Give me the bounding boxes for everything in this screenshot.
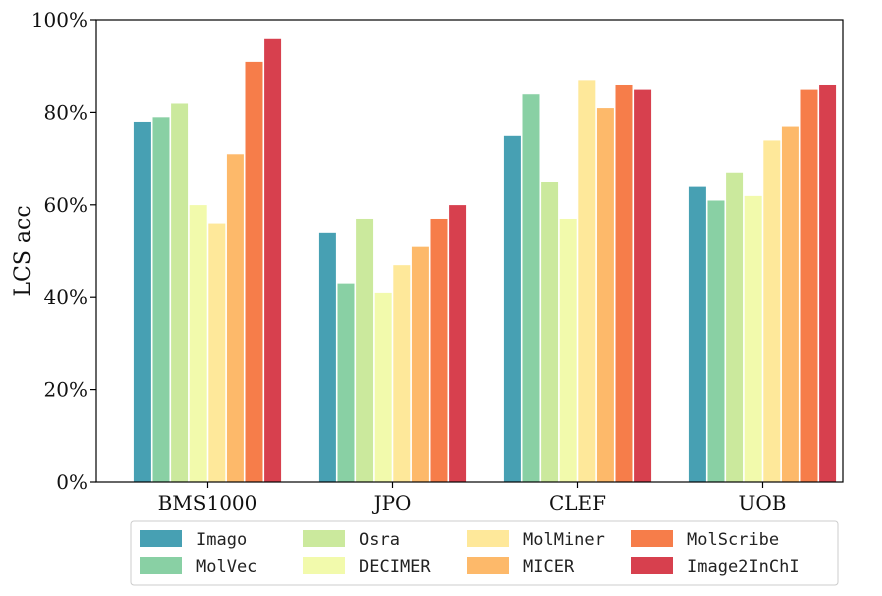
bar-imago-uob: [688, 186, 707, 483]
bar-molscribe-bms1000: [244, 61, 264, 483]
y-axis-label: LCS acc: [11, 205, 36, 296]
bars-layer: [133, 38, 837, 483]
y-tick-label: 0%: [56, 470, 88, 494]
legend-label-imago: Imago: [196, 530, 247, 550]
legend-label-molminer: MolMiner: [523, 530, 605, 550]
legend-swatch-molvec: [140, 557, 182, 574]
bar-image2inchi-clef: [633, 89, 652, 483]
bar-molminer-bms1000: [207, 222, 226, 483]
y-tick-label: 20%: [44, 378, 88, 402]
legend-label-osra: Osra: [359, 530, 400, 550]
bar-molminer-jpo: [392, 264, 411, 483]
bar-micer-bms1000: [226, 153, 245, 483]
legend-label-decimer: DECIMER: [359, 557, 431, 577]
x-tick-label-jpo: JPO: [372, 491, 412, 515]
legend-swatch-imago: [140, 530, 182, 547]
bar-molscribe-clef: [614, 84, 634, 483]
bar-molscribe-uob: [799, 89, 819, 483]
bar-decimer-clef: [559, 218, 578, 483]
bar-image2inchi-bms1000: [263, 38, 282, 483]
legend-label-image2inchi: Image2InChI: [687, 557, 800, 577]
y-axis: 0% 20% 40% 60% 80% 100%: [31, 8, 96, 494]
bar-image2inchi-jpo: [448, 204, 467, 483]
y-tick-label: 40%: [44, 285, 88, 309]
bar-imago-bms1000: [133, 121, 152, 483]
legend-label-molvec: MolVec: [196, 557, 257, 577]
legend-label-molscribe: MolScribe: [687, 530, 779, 550]
bar-molvec-uob: [706, 199, 726, 483]
bar-osra-uob: [725, 172, 744, 483]
bar-molvec-bms1000: [151, 116, 171, 483]
bar-molvec-jpo: [336, 283, 356, 483]
legend-swatch-micer: [467, 557, 509, 574]
y-tick-label: 80%: [44, 100, 88, 124]
y-tick-label: 100%: [31, 8, 88, 32]
legend-swatch-image2inchi: [631, 557, 673, 574]
legend-swatch-decimer: [303, 557, 345, 574]
bar-osra-bms1000: [170, 102, 189, 483]
bar-molscribe-jpo: [429, 218, 449, 483]
bar-molminer-clef: [577, 79, 596, 483]
x-tick-label-bms1000: BMS1000: [158, 491, 258, 515]
legend-swatch-molscribe: [631, 530, 673, 547]
bar-osra-clef: [540, 181, 559, 483]
bar-molminer-uob: [762, 139, 781, 483]
bar-decimer-uob: [744, 195, 763, 483]
bar-imago-jpo: [318, 232, 337, 483]
bar-micer-jpo: [411, 246, 430, 483]
legend-swatch-osra: [303, 530, 345, 547]
x-axis: BMS1000 JPO CLEF UOB: [158, 482, 787, 515]
legend-label-micer: MICER: [523, 557, 575, 577]
plot-frame: [95, 19, 844, 483]
legend-swatch-molminer: [467, 530, 509, 547]
bar-decimer-bms1000: [189, 204, 208, 483]
bar-imago-clef: [503, 135, 522, 483]
bar-osra-jpo: [355, 218, 374, 483]
bar-decimer-jpo: [374, 292, 393, 483]
bar-molvec-clef: [521, 93, 541, 483]
legend: Imago MolVec Osra DECIMER MolMiner MICER MolSc…: [130, 520, 839, 586]
bar-image2inchi-uob: [818, 84, 837, 483]
x-tick-label-clef: CLEF: [549, 491, 606, 515]
bar-micer-clef: [596, 107, 615, 483]
y-tick-label: 60%: [44, 193, 88, 217]
bar-micer-uob: [781, 125, 800, 483]
x-tick-label-uob: UOB: [739, 491, 787, 515]
